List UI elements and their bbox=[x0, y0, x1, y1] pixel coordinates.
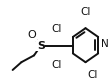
Text: Cl: Cl bbox=[52, 60, 62, 70]
Text: Cl: Cl bbox=[52, 24, 62, 34]
Text: Cl: Cl bbox=[87, 70, 97, 80]
Text: O: O bbox=[28, 30, 36, 40]
Text: N: N bbox=[101, 39, 109, 49]
Text: Cl: Cl bbox=[80, 7, 91, 17]
Text: S: S bbox=[37, 41, 45, 51]
